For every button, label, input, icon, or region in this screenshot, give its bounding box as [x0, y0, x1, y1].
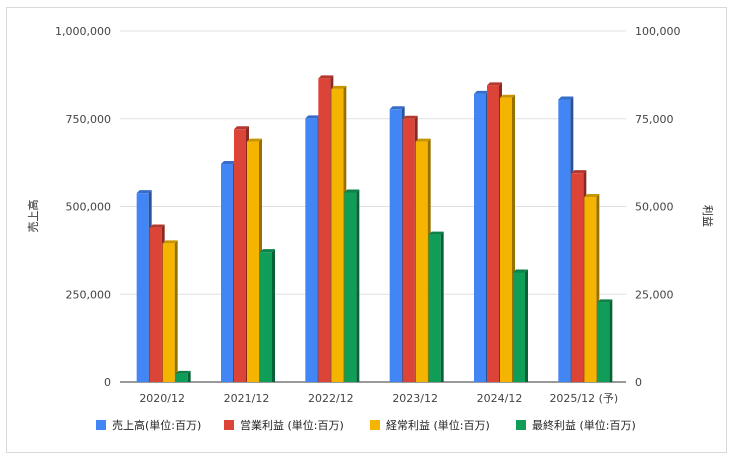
bar-4-3	[344, 189, 360, 382]
legend: 売上高(単位:百万) 営業利益 (単位:百万) 経常利益 (単位:百万) 最終利益 (…	[96, 418, 636, 432]
legend-item-2[interactable]: 営業利益 (単位:百万)	[224, 418, 344, 432]
bar-2-3	[318, 75, 334, 382]
x-tick-label: 2022/12	[308, 392, 354, 405]
left-tick-label: 1,000,000	[55, 25, 111, 38]
bar-2-6	[571, 170, 587, 382]
bar-3-4	[415, 138, 431, 382]
legend-item-3[interactable]: 経常利益 (単位:百万)	[370, 418, 490, 432]
bar-1-3	[305, 115, 321, 383]
bar-1-4	[389, 106, 405, 382]
bar-1-5	[474, 90, 489, 382]
right-tick-label: 25,000	[635, 288, 674, 301]
legend-item-4[interactable]: 最終利益 (単位:百万)	[516, 418, 636, 432]
left-tick-label: 250,000	[66, 288, 112, 301]
right-axis: 0 25,000 50,000 75,000 100,000	[635, 25, 681, 389]
gridlines	[120, 30, 626, 383]
x-tick-label: 2024/12	[477, 392, 523, 405]
bar-1-1	[136, 190, 152, 382]
bar-3-2	[247, 138, 262, 382]
left-axis-title: 売上高	[26, 200, 40, 233]
left-axis: 0 250,000 500,000 750,000 1,000,000	[55, 25, 111, 389]
bar-4-6	[597, 299, 613, 382]
right-tick-label: 50,000	[635, 201, 674, 214]
legend-label: 経常利益 (単位:百万)	[386, 418, 490, 432]
x-tick-label: 2025/12 (予)	[549, 392, 618, 405]
bar-4-5	[513, 269, 528, 382]
bar-1-6	[558, 96, 574, 382]
bars	[136, 75, 613, 383]
bar-2-5	[487, 82, 502, 382]
bar-3-3	[331, 85, 347, 382]
left-tick-label: 750,000	[66, 113, 112, 126]
x-tick-label: 2023/12	[392, 392, 438, 405]
right-tick-label: 100,000	[635, 25, 681, 38]
legend-label: 営業利益 (単位:百万)	[240, 418, 344, 432]
legend-label: 売上高(単位:百万)	[112, 418, 201, 432]
right-tick-label: 0	[635, 376, 642, 389]
legend-swatch	[370, 420, 380, 430]
x-axis: 2020/12 2021/12 2022/12 2023/12 2024/12 2025/…	[139, 392, 618, 405]
bar-4-2	[260, 249, 275, 382]
bar-4-4	[428, 231, 444, 382]
legend-swatch	[96, 420, 106, 430]
bar-2-2	[234, 126, 249, 382]
left-tick-label: 0	[104, 376, 111, 389]
legend-swatch	[516, 420, 526, 430]
bar-1-2	[221, 161, 236, 382]
bar-2-4	[402, 115, 418, 382]
bar-3-5	[500, 94, 515, 382]
legend-item-1[interactable]: 売上高(単位:百万)	[96, 418, 201, 432]
right-axis-title: 利益	[701, 205, 715, 227]
bar-2-1	[149, 224, 165, 382]
left-tick-label: 500,000	[66, 201, 112, 214]
bar-3-1	[162, 240, 178, 382]
x-tick-label: 2021/12	[224, 392, 270, 405]
legend-swatch	[224, 420, 234, 430]
right-tick-label: 75,000	[635, 113, 674, 126]
x-tick-label: 2020/12	[139, 392, 185, 405]
legend-label: 最終利益 (単位:百万)	[532, 418, 636, 432]
bar-4-1	[175, 370, 191, 382]
bar-3-6	[584, 194, 600, 382]
